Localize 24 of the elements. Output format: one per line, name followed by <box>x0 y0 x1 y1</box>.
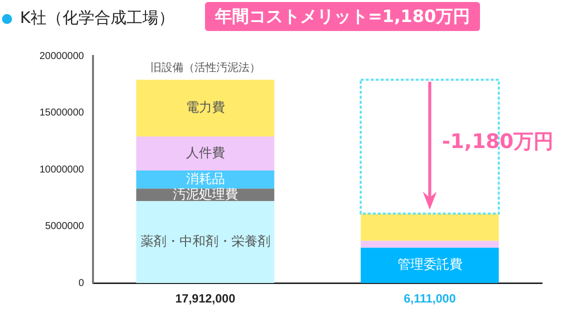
text: K社（化学合成工場） <box>20 8 174 29</box>
bar <box>136 201 274 283</box>
x-tick-label: 旧設備（活性汚泥法） <box>150 60 260 75</box>
y-tick-label: 20000000 <box>40 50 84 62</box>
text: 年間コストメリット=1,180万円 <box>205 2 480 31</box>
bar <box>136 80 274 136</box>
series-label: 管理委託費 <box>397 258 462 273</box>
series-label: 消耗品 <box>186 172 225 187</box>
y-tick-label: 0 <box>78 278 84 289</box>
series-label: 電力費 <box>186 100 225 116</box>
y-tick-label: 5000000 <box>45 221 84 232</box>
bar <box>136 170 274 189</box>
total-label: 6,111,000 <box>404 292 456 306</box>
y-tick-label: 15000000 <box>40 108 84 118</box>
bar <box>360 240 499 248</box>
series-label: 薬剤・中和剤・栄養剤 <box>140 234 270 250</box>
series-label: 人件費 <box>186 146 225 161</box>
bar <box>360 248 499 283</box>
bar <box>136 136 274 170</box>
bar <box>360 214 499 241</box>
y-tick-label: 10000000 <box>40 164 84 176</box>
total-label: 17,912,000 <box>175 292 236 306</box>
annotation: -1,180万円 <box>442 128 554 155</box>
series-label: 汚泥処理費 <box>172 187 238 202</box>
